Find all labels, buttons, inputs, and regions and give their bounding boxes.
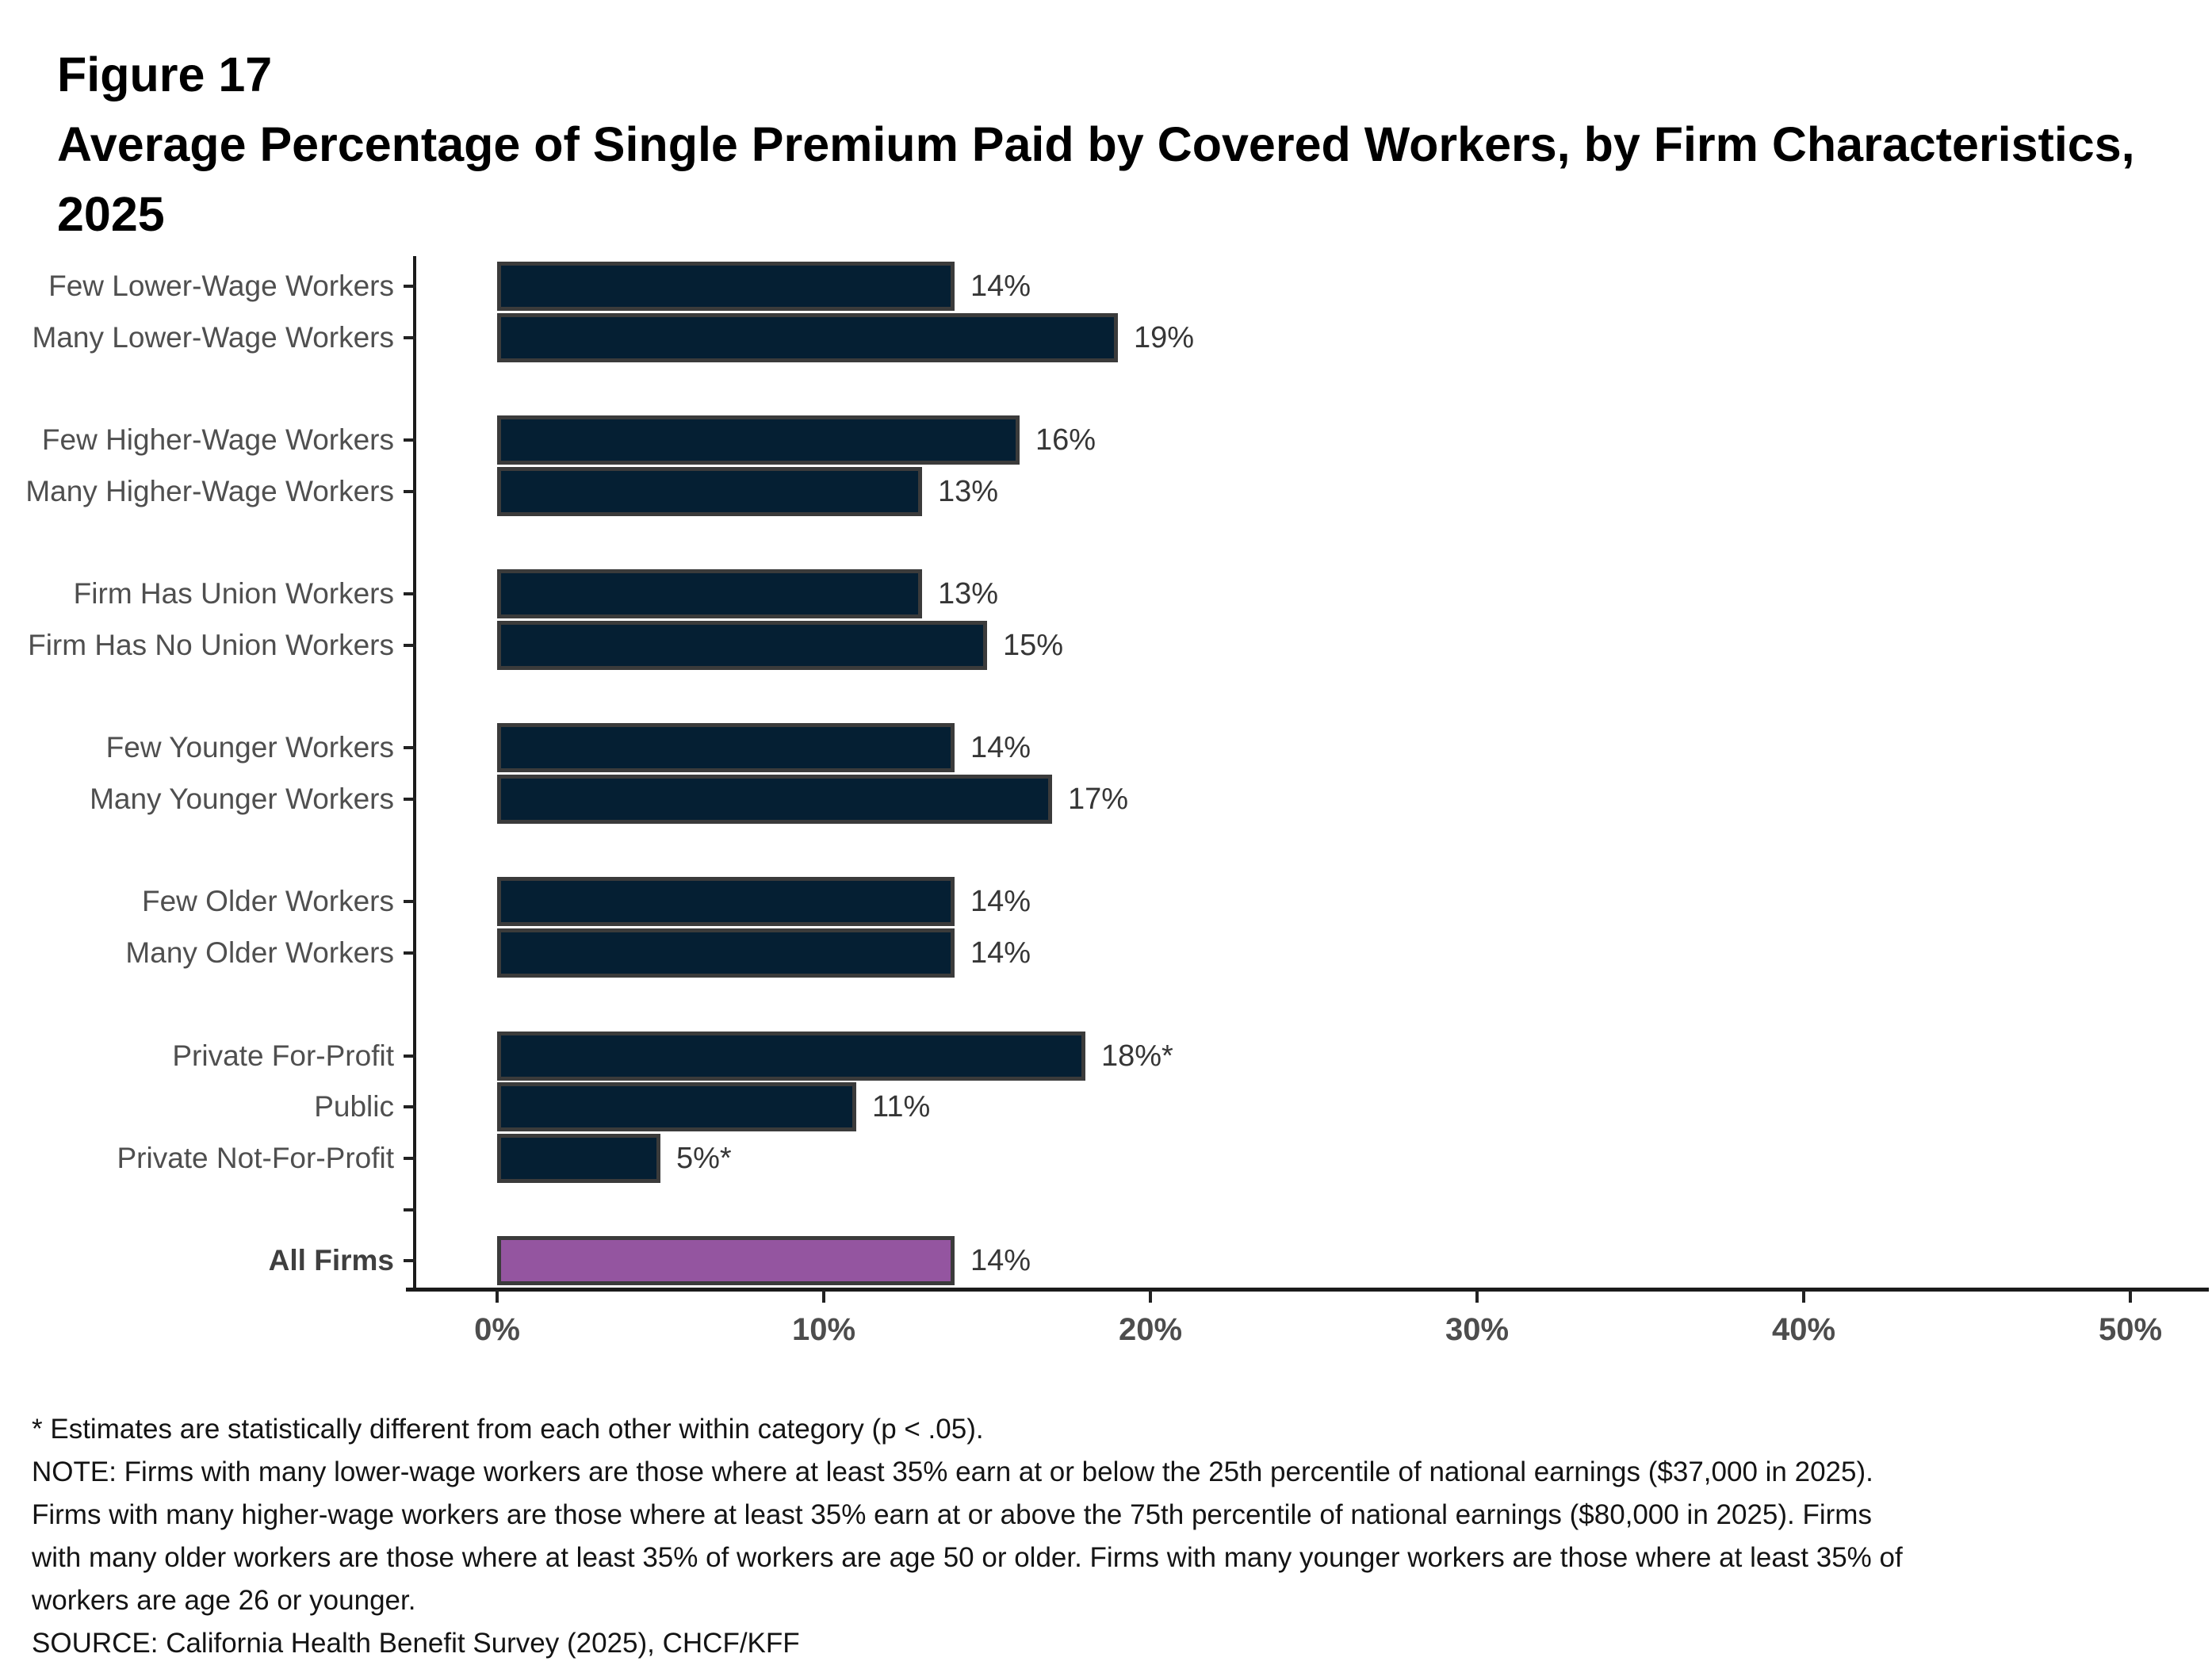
category-tick <box>404 1208 416 1211</box>
category-tick <box>404 285 416 288</box>
x-axis-tick-label: 20% <box>1118 1312 1183 1347</box>
x-axis-tick-label: 10% <box>791 1312 856 1347</box>
category-label: Many Younger Workers <box>90 783 394 815</box>
category-label: Few Younger Workers <box>105 731 394 764</box>
x-axis-tick-label: 40% <box>1771 1312 1836 1347</box>
category-label: All Firms <box>268 1244 394 1276</box>
bar <box>497 877 955 926</box>
value-label: 14% <box>970 885 1031 918</box>
category-label: Public <box>314 1090 394 1123</box>
figure-title-line2: 2025 <box>57 187 165 241</box>
value-label: 13% <box>938 577 999 610</box>
footnote-source: SOURCE: California Health Benefit Survey… <box>32 1628 800 1659</box>
footnote-note-line: workers are age 26 or younger. <box>32 1585 416 1616</box>
value-label: 15% <box>1003 629 1064 662</box>
value-label: 14% <box>970 936 1031 970</box>
value-label: 18%* <box>1101 1039 1173 1073</box>
category-tick <box>404 1105 416 1108</box>
bar <box>497 467 922 516</box>
x-axis-tick <box>2129 1290 2132 1303</box>
bar <box>497 262 955 311</box>
x-axis-tick-label: 50% <box>2098 1312 2163 1347</box>
footnotes: * Estimates are statistically different … <box>32 1408 2188 1665</box>
x-axis-tick <box>1149 1290 1152 1303</box>
category-label: Many Higher-Wage Workers <box>25 475 394 507</box>
category-tick <box>404 1157 416 1160</box>
value-label: 13% <box>938 475 999 508</box>
category-label: Firm Has Union Workers <box>73 577 394 610</box>
bar <box>497 415 1020 465</box>
x-axis-tick-label: 0% <box>474 1312 520 1347</box>
value-label: 14% <box>970 1244 1031 1277</box>
category-tick <box>404 1054 416 1058</box>
category-tick <box>404 951 416 955</box>
category-tick <box>404 592 416 595</box>
x-axis-line <box>406 1288 2209 1292</box>
category-tick <box>404 438 416 442</box>
value-label: 5%* <box>676 1142 732 1175</box>
category-tick <box>404 490 416 493</box>
figure-label: Figure 17 <box>57 48 273 101</box>
value-label: 17% <box>1068 783 1129 816</box>
figure-header: Figure 17 Average Percentage of Single P… <box>57 40 2158 249</box>
category-label: Many Lower-Wage Workers <box>32 321 394 354</box>
bar <box>497 569 922 618</box>
x-axis-tick <box>1802 1290 1805 1303</box>
category-tick <box>404 644 416 647</box>
category-label: Many Older Workers <box>125 936 394 969</box>
value-label: 16% <box>1035 423 1096 457</box>
category-tick <box>404 1259 416 1262</box>
category-tick <box>404 900 416 903</box>
bar <box>497 723 955 772</box>
bar <box>497 1134 660 1183</box>
footnote-note-line: with many older workers are those where … <box>32 1542 1903 1573</box>
x-axis-tick <box>822 1290 825 1303</box>
bar <box>497 313 1118 362</box>
value-label: 19% <box>1134 321 1195 354</box>
figure-title-line1: Average Percentage of Single Premium Pai… <box>57 117 2135 171</box>
bar <box>497 775 1052 824</box>
footnote-note-line: NOTE: Firms with many lower-wage workers… <box>32 1456 1873 1487</box>
category-tick <box>404 798 416 801</box>
value-label: 14% <box>970 731 1031 764</box>
bar <box>497 1082 856 1131</box>
category-label: Few Higher-Wage Workers <box>41 423 394 456</box>
bar <box>497 621 987 670</box>
value-label: 11% <box>872 1090 931 1123</box>
category-label: Private Not-For-Profit <box>117 1142 394 1174</box>
y-axis-line <box>413 256 416 1292</box>
category-label: Few Older Workers <box>142 885 394 917</box>
bar <box>497 1032 1085 1081</box>
footnote-note-line: Firms with many higher-wage workers are … <box>32 1499 1872 1530</box>
x-axis-tick-label: 30% <box>1445 1312 1510 1347</box>
x-axis-tick <box>496 1290 499 1303</box>
x-axis-tick <box>1475 1290 1479 1303</box>
category-tick <box>404 336 416 339</box>
category-label: Private For-Profit <box>172 1039 394 1072</box>
value-label: 14% <box>970 270 1031 303</box>
category-label: Few Lower-Wage Workers <box>48 270 394 302</box>
bar <box>497 928 955 978</box>
category-tick <box>404 746 416 749</box>
footnote-asterisk: * Estimates are statistically different … <box>32 1414 984 1445</box>
bar-all-firms <box>497 1236 955 1285</box>
category-label: Firm Has No Union Workers <box>28 629 394 661</box>
